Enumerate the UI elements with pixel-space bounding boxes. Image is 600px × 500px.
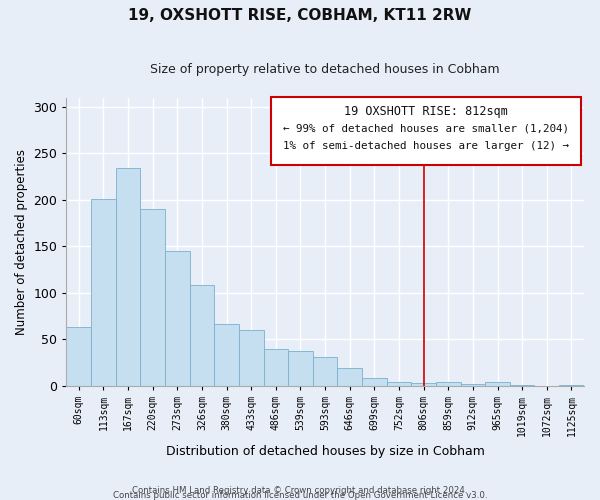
Text: 1% of semi-detached houses are larger (12) →: 1% of semi-detached houses are larger (1… bbox=[283, 141, 569, 151]
Bar bbox=[559, 385, 584, 386]
Bar bbox=[313, 357, 337, 386]
Bar bbox=[485, 382, 510, 386]
Bar bbox=[337, 368, 362, 386]
Bar bbox=[214, 324, 239, 386]
Bar bbox=[263, 349, 288, 386]
Bar bbox=[116, 168, 140, 386]
Text: Contains HM Land Registry data © Crown copyright and database right 2024.: Contains HM Land Registry data © Crown c… bbox=[132, 486, 468, 495]
Bar bbox=[67, 328, 91, 386]
Bar bbox=[436, 382, 461, 386]
Bar bbox=[239, 330, 263, 386]
Text: 19, OXSHOTT RISE, COBHAM, KT11 2RW: 19, OXSHOTT RISE, COBHAM, KT11 2RW bbox=[128, 8, 472, 22]
Bar bbox=[271, 98, 581, 164]
Bar bbox=[190, 286, 214, 386]
Bar bbox=[288, 350, 313, 386]
Bar bbox=[510, 385, 535, 386]
X-axis label: Distribution of detached houses by size in Cobham: Distribution of detached houses by size … bbox=[166, 444, 485, 458]
Bar bbox=[461, 384, 485, 386]
Text: Contains public sector information licensed under the Open Government Licence v3: Contains public sector information licen… bbox=[113, 491, 487, 500]
Bar bbox=[386, 382, 411, 386]
Text: 19 OXSHOTT RISE: 812sqm: 19 OXSHOTT RISE: 812sqm bbox=[344, 105, 508, 118]
Bar bbox=[165, 251, 190, 386]
Bar bbox=[411, 383, 436, 386]
Bar bbox=[362, 378, 386, 386]
Bar bbox=[91, 199, 116, 386]
Title: Size of property relative to detached houses in Cobham: Size of property relative to detached ho… bbox=[150, 62, 500, 76]
Y-axis label: Number of detached properties: Number of detached properties bbox=[15, 149, 28, 335]
Bar bbox=[140, 209, 165, 386]
Text: ← 99% of detached houses are smaller (1,204): ← 99% of detached houses are smaller (1,… bbox=[283, 124, 569, 134]
